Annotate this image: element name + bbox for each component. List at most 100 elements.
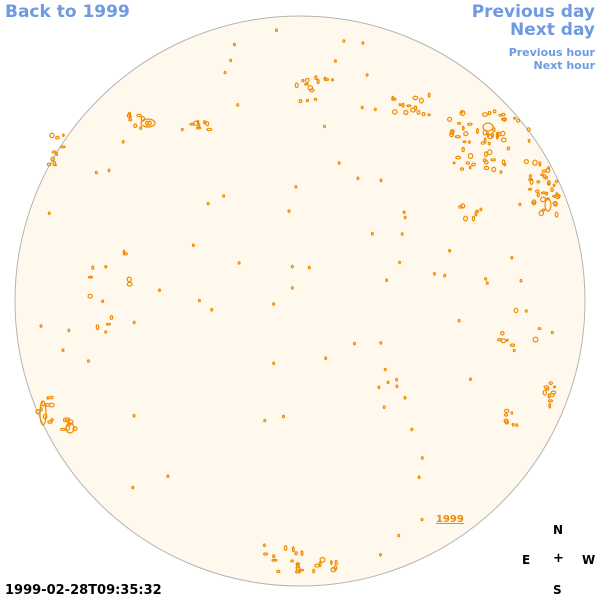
contour-mark [223,70,227,75]
previous-hour-link[interactable]: Previous hour [508,46,595,59]
contour-mark [471,215,476,222]
contour-mark [55,151,59,156]
contour-mark [490,158,497,162]
contour-mark [541,208,546,212]
compass-center-mark: + [553,551,564,566]
contour-mark [136,113,142,118]
contour-mark [416,109,421,115]
contour-mark [46,162,52,167]
contour-mark [459,167,465,171]
contour-mark [532,159,538,166]
contour-mark [304,77,310,83]
contour-mark [298,98,303,104]
contour-mark [122,249,126,256]
contour-mark [510,411,514,415]
contour-mark [55,135,60,140]
contour-mark [195,126,202,130]
contour-mark [403,215,407,220]
contour-mark [360,105,364,110]
contour-mark [481,112,488,117]
contour-mark [107,168,111,173]
contour-mark [548,381,554,386]
contour-mark [132,320,136,325]
previous-day-link[interactable]: Previous day [471,2,595,22]
contour-mark [528,178,533,182]
contour-mark [330,560,333,565]
contour-mark [379,341,383,345]
contour-mark [197,122,201,129]
contour-mark [513,116,517,120]
contour-mark [86,359,90,363]
contour-mark [263,418,267,423]
contour-mark [534,189,540,193]
contour-mark [128,118,133,122]
contour-mark [391,109,398,115]
contour-mark [109,315,114,320]
contour-mark [403,395,407,400]
contour-mark [504,413,509,417]
contour-mark [307,85,314,91]
contour-mark [131,485,135,490]
next-hour-link[interactable]: Next hour [533,59,596,72]
contour-mark [499,170,503,174]
contour-mark [550,187,554,193]
contour-mark [484,151,488,158]
contour-mark [420,517,424,522]
contour-mark [487,141,491,146]
contour-mark [463,215,469,222]
contour-mark [538,161,542,167]
contour-mark [427,92,431,98]
contour-mark [523,159,530,165]
contour-mark [512,348,516,353]
contour-mark [447,116,453,122]
contour-mark [467,153,474,160]
contour-mark [301,78,305,83]
contour-mark [398,260,402,265]
contour-mark [51,150,57,154]
contour-mark [65,422,75,434]
contour-mark [295,564,301,571]
contour-mark [334,560,338,566]
contour-mark [454,134,461,139]
contour-mark [547,399,554,403]
contour-mark [60,145,66,149]
compass-south-label: S [553,583,562,597]
contour-mark [467,122,473,126]
contour-mark [554,179,559,184]
contour-mark [467,140,471,144]
contour-mark [294,551,298,556]
contour-mark [323,76,327,81]
contour-mark [421,111,426,117]
contour-mark [307,265,311,270]
contour-mark [479,207,483,212]
contour-mark [538,210,545,217]
contour-mark [443,273,447,278]
contour-mark [319,556,326,563]
contour-mark [554,211,559,218]
contour-mark [465,161,470,165]
contour-mark [67,328,71,333]
compass-north-label: N [553,523,564,537]
contour-mark [503,418,509,424]
contour-mark [461,125,465,131]
contour-mark [127,111,132,116]
next-day-link[interactable]: Next day [510,20,595,40]
contour-mark [290,286,294,290]
contour-mark [72,426,78,432]
contour-mark [166,474,170,479]
contour-mark [95,324,100,331]
contour-mark [379,178,383,183]
contour-mark [314,563,321,568]
contour-mark [532,336,539,343]
back-to-year-link[interactable]: Back to 1999 [5,2,130,22]
contour-mark [457,318,461,323]
contour-mark [400,232,404,236]
contour-mark [104,264,108,269]
contour-mark [457,121,462,125]
contour-mark [484,277,488,281]
contour-mark [304,82,309,86]
contour-mark [263,552,269,556]
contour-mark [497,338,503,342]
year-label-link[interactable]: 1999 [436,514,464,525]
contour-mark [139,125,143,130]
